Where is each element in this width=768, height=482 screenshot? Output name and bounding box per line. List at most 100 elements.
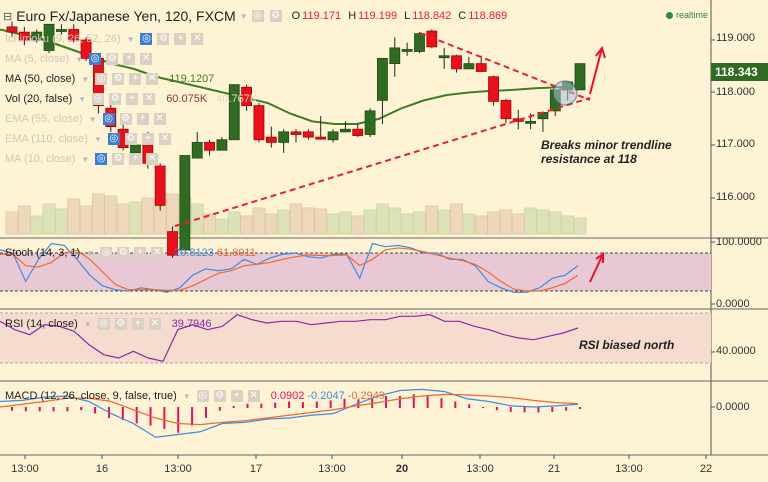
gear-icon[interactable]: ⚙ [112, 153, 125, 165]
gear-icon[interactable]: ⚙ [213, 390, 226, 402]
plus-icon[interactable]: + [174, 33, 187, 45]
indicator-legend-ema55[interactable]: EMA (55, close) ▼ ◎ ⚙ + ✕ [5, 113, 168, 125]
gear-icon[interactable]: ⚙ [109, 93, 122, 105]
eye-icon[interactable]: ◎ [89, 53, 102, 65]
eye-icon[interactable]: ◎ [95, 153, 108, 165]
plus-icon[interactable]: + [136, 113, 149, 125]
indicator-legend-ema110[interactable]: EMA (110, close) ▼ ◎ ⚙ + ✕ [5, 133, 173, 145]
close-icon[interactable]: ✕ [158, 133, 171, 145]
eye-icon[interactable]: ◎ [92, 93, 105, 105]
indicator-legend-ma50[interactable]: MA (50, close) ▼ ◎ ⚙ + ✕ 119.1207 [5, 73, 214, 85]
chevron-down-icon[interactable]: ▼ [83, 319, 92, 329]
eye-icon[interactable]: ◎ [251, 10, 264, 22]
candle [488, 76, 499, 102]
candle [500, 99, 512, 120]
gear-icon[interactable]: ⚙ [119, 113, 132, 125]
chevron-down-icon[interactable]: ▼ [86, 248, 95, 258]
indicator-label: MA (10, close) [5, 153, 76, 165]
close-icon[interactable]: ✕ [191, 33, 204, 45]
candle [451, 55, 462, 70]
eye-icon[interactable]: ◎ [107, 133, 120, 145]
volume-bar [54, 208, 68, 235]
stoch-label: Stoch (14, 3, 1) [5, 247, 81, 259]
chevron-down-icon[interactable]: ▼ [81, 74, 90, 84]
eye-icon[interactable]: ◎ [97, 318, 110, 330]
plus-icon[interactable]: + [126, 93, 139, 105]
close-value: 118.869 [468, 10, 508, 22]
time-tick: 13:00 [466, 463, 494, 475]
chevron-down-icon[interactable]: ▼ [88, 114, 97, 124]
indicator-legend-ma10[interactable]: MA (10, close) ▼ ◎ ⚙ + ✕ [5, 153, 160, 165]
gear-icon[interactable]: ⚙ [112, 73, 125, 85]
chevron-down-icon[interactable]: ▼ [75, 54, 84, 64]
rsi-line [0, 313, 579, 363]
candle [426, 30, 438, 48]
stoch-up-arrow-icon [589, 252, 604, 283]
volume-bar [215, 218, 229, 235]
open-label: O [291, 10, 301, 22]
volume-bar [363, 209, 377, 235]
status-dot-icon [666, 11, 673, 19]
chevron-down-icon[interactable]: ▼ [93, 134, 102, 144]
indicator-legend-ma5[interactable]: MA (5, close) ▼ ◎ ⚙ + ✕ [5, 53, 154, 65]
gear-icon[interactable]: ⚙ [114, 318, 127, 330]
stoch-band [0, 253, 711, 291]
gear-icon[interactable]: ⚙ [269, 10, 282, 22]
volume-bar [425, 205, 439, 235]
gear-icon[interactable]: ⚙ [117, 247, 130, 259]
stoch-legend[interactable]: Stoch (14, 3, 1) ▼ ◎ ⚙ + ✕ 29.8123 61.8011 [5, 247, 256, 259]
gear-icon[interactable]: ⚙ [157, 33, 170, 45]
stoch-k-value: 29.8123 [174, 247, 214, 259]
time-tick: 22 [699, 463, 713, 475]
plus-icon[interactable]: + [141, 133, 154, 145]
candle [278, 131, 290, 143]
chevron-down-icon[interactable]: ▼ [239, 11, 248, 21]
annotation-line: Breaks minor trendline [541, 138, 672, 152]
eye-icon[interactable]: ◎ [102, 113, 115, 125]
close-icon[interactable]: ✕ [247, 390, 260, 402]
chevron-down-icon[interactable]: ▼ [78, 94, 87, 104]
plus-icon[interactable]: + [230, 390, 243, 402]
chevron-down-icon[interactable]: ▼ [126, 34, 135, 44]
close-icon[interactable]: ✕ [151, 247, 164, 259]
close-icon[interactable]: ✕ [146, 153, 159, 165]
chevron-down-icon[interactable]: ▼ [182, 391, 191, 401]
candle [389, 47, 401, 65]
chevron-down-icon[interactable]: ▼ [81, 154, 90, 164]
symbol-title[interactable]: Euro Fx/Japanese Yen, 120, FXCM [16, 8, 236, 24]
candle [414, 33, 425, 52]
close-icon[interactable]: ✕ [148, 318, 161, 330]
time-tick: 17 [249, 463, 263, 475]
close-icon[interactable]: ✕ [153, 113, 166, 125]
candle [512, 118, 524, 122]
plus-icon[interactable]: + [134, 247, 147, 259]
plus-icon[interactable]: + [129, 153, 142, 165]
indicator-legend-ichimoku[interactable]: Ichimoku (9, 26, 52, 26) ▼ ◎ ⚙ + ✕ [5, 33, 205, 45]
eye-icon[interactable]: ◎ [196, 390, 209, 402]
candle [352, 128, 364, 136]
indicator-label: Ichimoku (9, 26, 52, 26) [5, 33, 121, 45]
plus-icon[interactable]: + [131, 318, 144, 330]
rsi-label: RSI (14, close) [5, 318, 78, 330]
eye-icon[interactable]: ◎ [140, 33, 153, 45]
candle [525, 120, 537, 124]
indicator-legend-vol[interactable]: Vol (20, false) ▼ ◎ ⚙ + ✕ 60.075K 40.767K [5, 93, 257, 105]
close-icon[interactable]: ✕ [146, 73, 159, 85]
close-icon[interactable]: ✕ [143, 93, 156, 105]
eye-icon[interactable]: ◎ [100, 247, 113, 259]
eye-icon[interactable]: ◎ [95, 73, 108, 85]
gear-icon[interactable]: ⚙ [106, 53, 119, 65]
rsi-legend[interactable]: RSI (14, close) ▼ ◎ ⚙ + ✕ 39.7946 [5, 318, 211, 330]
plus-icon[interactable]: + [129, 73, 142, 85]
chart-title-bar: ⊟ Euro Fx/Japanese Yen, 120, FXCM ▼ ◎ ⚙ … [3, 8, 511, 24]
rsi-tick: 40.0000 [716, 345, 756, 357]
close-icon[interactable]: ✕ [140, 53, 153, 65]
up-arrow-icon [589, 45, 606, 95]
volume-bar [548, 211, 562, 235]
plus-icon[interactable]: + [123, 53, 136, 65]
macd-legend[interactable]: MACD (12, 26, close, 9, false, true) ▼ ◎ ⚙… [5, 390, 385, 402]
gear-icon[interactable]: ⚙ [124, 133, 137, 145]
volume-bar [289, 203, 303, 235]
macd-signal-value: -0.2949 [347, 390, 385, 402]
collapse-icon[interactable]: ⊟ [3, 10, 13, 23]
